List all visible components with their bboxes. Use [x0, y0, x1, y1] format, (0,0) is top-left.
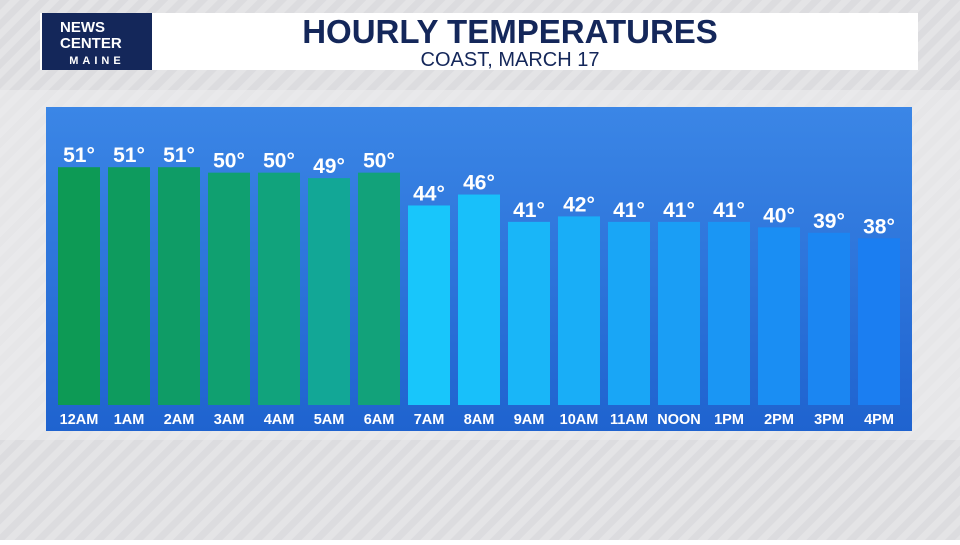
value-label: 50°	[263, 150, 295, 173]
value-label: 41°	[513, 199, 545, 222]
value-label: 44°	[413, 182, 445, 205]
bar	[758, 227, 800, 405]
x-tick-label: 8AM	[464, 412, 495, 428]
value-label: 51°	[163, 144, 195, 167]
logo-box	[42, 13, 152, 70]
value-label: 41°	[713, 199, 745, 222]
x-tick-label: 10AM	[560, 412, 599, 428]
value-label: 42°	[563, 193, 595, 216]
bar	[208, 172, 250, 405]
bar	[858, 238, 900, 405]
bar	[408, 205, 450, 405]
x-tick-label: 7AM	[414, 412, 445, 428]
x-tick-label: 4PM	[864, 412, 894, 428]
bar	[108, 167, 150, 405]
x-tick-label: 6AM	[364, 412, 395, 428]
x-tick-label: 4AM	[264, 412, 295, 428]
value-label: 41°	[613, 199, 645, 222]
bar	[508, 221, 550, 405]
x-tick-label: 3PM	[814, 412, 844, 428]
bar	[158, 167, 200, 405]
bar	[708, 221, 750, 405]
value-label: 46°	[463, 172, 495, 195]
bar	[658, 221, 700, 405]
logo-text: CENTER	[60, 35, 122, 52]
value-label: 40°	[763, 204, 795, 227]
bar	[58, 167, 100, 405]
x-tick-label: 2AM	[164, 412, 195, 428]
value-label: 41°	[663, 199, 695, 222]
value-label: 50°	[363, 150, 395, 173]
value-label: 49°	[313, 155, 345, 178]
value-label: 38°	[863, 215, 895, 238]
bar	[608, 221, 650, 405]
chart-subtitle: COAST, MARCH 17	[421, 49, 600, 71]
x-tick-label: 5AM	[314, 412, 345, 428]
value-label: 51°	[113, 144, 145, 167]
x-tick-label: 11AM	[610, 412, 648, 428]
bar	[558, 216, 600, 405]
x-tick-label: 2PM	[764, 412, 794, 428]
logo-text: NEWS	[60, 19, 105, 36]
x-tick-label: 1PM	[714, 412, 744, 428]
bar	[808, 232, 850, 405]
value-label: 51°	[63, 144, 95, 167]
value-label: 50°	[213, 150, 245, 173]
x-tick-label: 12AM	[60, 412, 99, 428]
x-tick-label: 3AM	[214, 412, 245, 428]
chart-title: HOURLY TEMPERATURES	[302, 13, 718, 50]
bar	[308, 178, 350, 405]
x-tick-label: 9AM	[514, 412, 545, 428]
value-label: 39°	[813, 210, 845, 233]
x-tick-label: 1AM	[114, 412, 145, 428]
bar	[358, 172, 400, 405]
bar	[258, 172, 300, 405]
header	[40, 13, 918, 70]
bar	[458, 194, 500, 405]
x-tick-label: NOON	[657, 412, 701, 428]
logo-text: MAINE	[69, 55, 124, 67]
